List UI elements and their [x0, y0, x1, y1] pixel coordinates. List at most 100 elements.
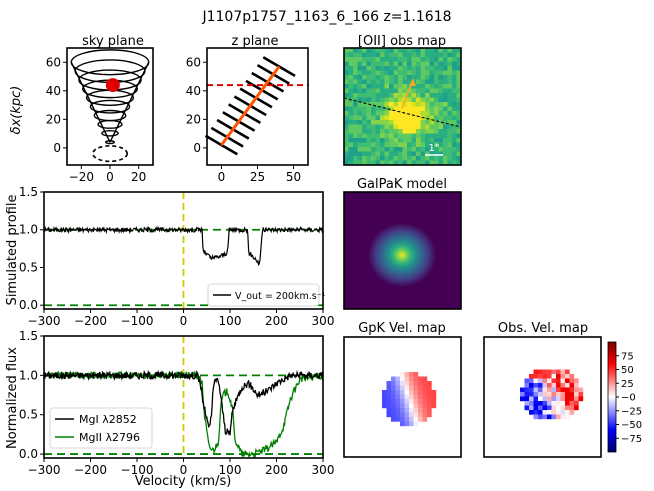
oii-pixel: [393, 133, 399, 139]
oii-pixel: [452, 61, 457, 67]
oii-pixel: [425, 115, 430, 121]
oii-pixel: [429, 102, 435, 107]
obs-vel-pixel: [533, 383, 539, 388]
oii-pixel: [447, 129, 453, 134]
oii-pixel: [389, 115, 394, 121]
oii-pixel: [447, 147, 453, 152]
gpk-vel-pixel: [391, 399, 396, 404]
obs-vel-pixel: [520, 392, 525, 397]
oii-pixel: [371, 142, 376, 148]
obs-vel-pixel: [565, 387, 570, 393]
gpk-vel-pixel: [431, 394, 437, 400]
galpak-frame: [343, 191, 462, 310]
profile-yticks: 0.0 0.5 1.0 1.5: [19, 185, 44, 312]
obs-vel-pixel: [551, 383, 557, 388]
oii-pixel: [438, 70, 444, 76]
oii-pixel: [353, 106, 358, 112]
oii-pixel: [398, 48, 403, 53]
oii-pixel: [420, 57, 426, 62]
oii-pixel: [447, 75, 453, 80]
oii-pixel: [384, 111, 390, 116]
oii-pixel: [353, 138, 358, 143]
oii-pixel: [434, 147, 439, 152]
oii-pixel: [420, 97, 426, 103]
oii-pixel: [411, 111, 417, 116]
oii-pixel: [371, 52, 376, 58]
oii-pixel: [443, 52, 448, 58]
oii-pixel: [407, 115, 412, 121]
oii-pixel: [416, 70, 421, 76]
x-tick-label: −100: [121, 314, 154, 328]
oii-pixel: [438, 142, 444, 148]
gpk-vel-pixel: [391, 385, 396, 391]
oii-pixel: [420, 84, 426, 89]
obs-vel-pixel: [565, 369, 570, 375]
obs-vel-pixel: [529, 405, 534, 411]
oii-pixel: [443, 84, 448, 89]
oii-pixel: [366, 156, 372, 161]
gpk-vel-pixel: [409, 412, 414, 418]
obs-vel-pixel: [565, 396, 570, 402]
obs-vel-pixel: [556, 410, 561, 415]
oii-pixel: [402, 120, 408, 125]
obs-vel-pixel: [560, 369, 566, 375]
oii-pixel: [393, 84, 399, 89]
oii-pixel: [456, 142, 461, 148]
oii-pixel: [411, 147, 417, 152]
oii-pixel: [416, 84, 421, 89]
gpk-vel-pixel: [427, 394, 432, 400]
oii-pixel: [447, 70, 453, 76]
oii-pixel: [452, 138, 457, 143]
oii-pixel: [393, 120, 399, 125]
oii-pixel: [402, 48, 408, 53]
oii-pixel: [353, 61, 358, 67]
obs-vel-pixel: [533, 387, 539, 393]
oii-pixel: [344, 133, 349, 139]
oii-pixel: [429, 66, 435, 71]
oii-pixel: [411, 160, 417, 165]
oii-pixel: [371, 57, 376, 62]
oii-pixel: [438, 160, 444, 165]
obs-vel-pixel: [520, 387, 525, 393]
gpk-vel-pixel: [386, 394, 392, 400]
oii-pixel: [420, 66, 426, 71]
oii-pixel: [384, 124, 390, 130]
oii-pixel: [411, 102, 417, 107]
oii-pixel: [362, 106, 367, 112]
oii-pixel: [398, 147, 403, 152]
oii-pixel: [411, 52, 417, 58]
oii-pixel: [456, 52, 461, 58]
oii-pixel: [375, 102, 381, 107]
oii-pixel: [357, 61, 363, 67]
oii-pixel: [452, 115, 457, 121]
oii-pixel: [416, 93, 421, 98]
oii-pixel: [357, 133, 363, 139]
oii-pixel: [438, 147, 444, 152]
obs-vel-pixel: [538, 374, 543, 379]
oii-pixel: [393, 97, 399, 103]
obs-vel-pixel: [569, 387, 575, 393]
oii-pixel: [447, 124, 453, 130]
oii-pixel: [348, 156, 354, 161]
oii-pixel: [443, 57, 448, 62]
colorbar-tick-label: 50: [621, 365, 634, 376]
obs-vel-pixel: [520, 396, 525, 402]
gpk-vel-pixel: [409, 372, 414, 377]
obs-vel-pixel: [556, 378, 561, 384]
oii-pixel: [380, 70, 385, 76]
oii-pixel: [362, 124, 367, 130]
gpk-vel-pixel: [427, 408, 432, 413]
obs-vel-pixel: [551, 396, 557, 402]
gpk-vel-pixel: [422, 399, 428, 404]
oii-pixel: [429, 97, 435, 103]
gpk-vel-pixel: [413, 412, 419, 418]
oii-pixel: [416, 151, 421, 157]
oii-pixel: [456, 70, 461, 76]
gpk-vel-pixel: [391, 417, 396, 422]
oii-pixel: [429, 88, 435, 94]
oii-pixel: [456, 151, 461, 157]
oii-pixel: [402, 156, 408, 161]
oii-pixel: [389, 102, 394, 107]
oii-pixel: [429, 61, 435, 67]
gpk-vel-pixel: [386, 381, 392, 386]
